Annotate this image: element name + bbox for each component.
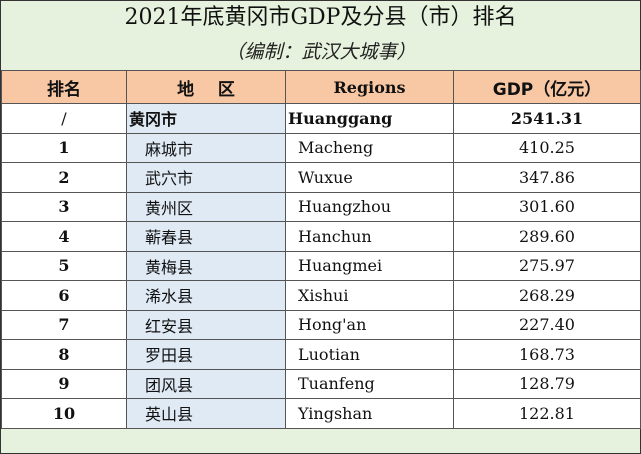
- cell-rank: 2: [1, 162, 127, 193]
- cell-region: Huanggang: [285, 103, 454, 134]
- cell-gdp: 410.25: [453, 132, 641, 163]
- cell-rank: 10: [1, 398, 127, 429]
- cell-gdp: 301.60: [453, 191, 641, 222]
- cell-region: Luotian: [285, 339, 454, 370]
- table-header-row: 排名 地 区 Regions GDP（亿元）: [1, 70, 641, 104]
- cell-gdp: 289.60: [453, 221, 641, 252]
- cell-area: 黄梅县: [126, 250, 286, 281]
- cell-rank: 5: [1, 250, 127, 281]
- table-row: 2 武穴市 Wuxue 347.86: [1, 162, 641, 193]
- cell-rank: 9: [1, 368, 127, 399]
- cell-region: Hanchun: [285, 221, 454, 252]
- header-rank: 排名: [1, 70, 127, 104]
- table-row: 5 黄梅县 Huangmei 275.97: [1, 250, 641, 281]
- cell-area: 武穴市: [126, 162, 286, 193]
- cell-gdp: 2541.31: [453, 103, 641, 134]
- table-row: 10 英山县 Yingshan 122.81: [1, 398, 641, 429]
- cell-rank: 1: [1, 132, 127, 163]
- cell-region: Xishui: [285, 280, 454, 311]
- gdp-ranking-table: 排名 地 区 Regions GDP（亿元） / 黄冈市 Huanggang 2…: [1, 70, 641, 429]
- cell-region: Yingshan: [285, 398, 454, 429]
- cell-gdp: 122.81: [453, 398, 641, 429]
- cell-rank: 8: [1, 339, 127, 370]
- cell-area: 罗田县: [126, 339, 286, 370]
- cell-region: Hong'an: [285, 309, 454, 340]
- table-row: 1 麻城市 Macheng 410.25: [1, 132, 641, 163]
- cell-gdp: 128.79: [453, 368, 641, 399]
- cell-gdp: 268.29: [453, 280, 641, 311]
- cell-region: Wuxue: [285, 162, 454, 193]
- cell-area: 黄冈市: [126, 103, 286, 134]
- cell-rank: 7: [1, 309, 127, 340]
- table-row: 6 浠水县 Xishui 268.29: [1, 280, 641, 311]
- cell-area: 红安县: [126, 309, 286, 340]
- cell-rank: 3: [1, 191, 127, 222]
- cell-region: Tuanfeng: [285, 368, 454, 399]
- cell-gdp: 227.40: [453, 309, 641, 340]
- cell-rank: /: [1, 103, 127, 134]
- page-subtitle: （编制：武汉大城事）: [225, 41, 416, 63]
- table-row-city-total: / 黄冈市 Huanggang 2541.31: [1, 103, 641, 134]
- cell-area: 黄州区: [126, 191, 286, 222]
- cell-region: Macheng: [285, 132, 454, 163]
- cell-region: Huangmei: [285, 250, 454, 281]
- header-regions: Regions: [285, 70, 454, 104]
- header-gdp: GDP（亿元）: [453, 70, 641, 104]
- table-row: 7 红安县 Hong'an 227.40: [1, 309, 641, 340]
- header-area: 地 区: [126, 70, 286, 104]
- cell-gdp: 168.73: [453, 339, 641, 370]
- cell-gdp: 275.97: [453, 250, 641, 281]
- cell-area: 浠水县: [126, 280, 286, 311]
- table-row: 4 蕲春县 Hanchun 289.60: [1, 221, 641, 252]
- cell-rank: 4: [1, 221, 127, 252]
- table-row: 3 黄州区 Huangzhou 301.60: [1, 191, 641, 222]
- cell-rank: 6: [1, 280, 127, 311]
- table-row: 8 罗田县 Luotian 168.73: [1, 339, 641, 370]
- cell-area: 麻城市: [126, 132, 286, 163]
- cell-gdp: 347.86: [453, 162, 641, 193]
- cell-region: Huangzhou: [285, 191, 454, 222]
- cell-area: 团风县: [126, 368, 286, 399]
- table-row: 9 团风县 Tuanfeng 128.79: [1, 368, 641, 399]
- cell-area: 英山县: [126, 398, 286, 429]
- page-title: 2021年底黄冈市GDP及分县（市）排名: [124, 5, 517, 30]
- cell-area: 蕲春县: [126, 221, 286, 252]
